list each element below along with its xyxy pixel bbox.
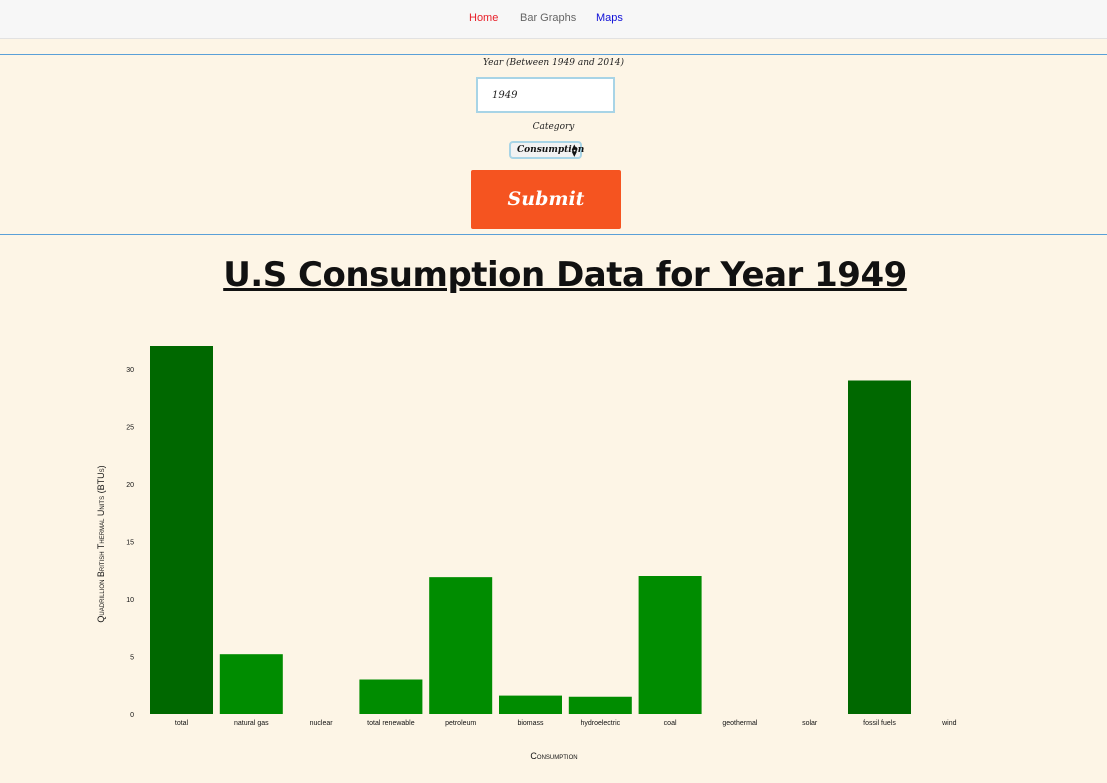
nav-link-home[interactable]: Home (469, 12, 499, 24)
bar-hydroelectric (568, 696, 632, 714)
y-tick-label: 25 (126, 425, 134, 432)
category-label: Category (532, 122, 575, 132)
y-axis-label: Quadrillion British Thermal Units (BTUs) (96, 465, 106, 622)
year-label: Year (Between 1949 and 2014) (482, 58, 625, 68)
x-tick-label: total renewable (367, 720, 415, 727)
x-tick-label: coal (664, 720, 677, 727)
x-tick-label: hydroelectric (580, 720, 620, 727)
x-tick-label: petroleum (445, 720, 476, 727)
bar-coal (638, 576, 702, 714)
bar-total-renewable (359, 679, 423, 714)
x-tick-label: natural gas (234, 720, 269, 727)
chart-title: U.S Consumption Data for Year 1949 (223, 255, 907, 295)
y-tick-label: 5 (130, 655, 134, 662)
x-axis-label: Consumption (530, 751, 577, 761)
nav-link-maps[interactable]: Maps (596, 12, 623, 24)
x-tick-label: wind (941, 720, 957, 727)
bar-petroleum (429, 577, 493, 714)
x-tick-label: total (175, 720, 189, 727)
x-tick-label: geothermal (722, 720, 757, 727)
top-navigation: Home Bar Graphs Maps (0, 0, 1107, 39)
y-tick-label: 0 (130, 712, 134, 719)
select-arrows-icon: ▲ ▼ (571, 142, 577, 158)
category-select-value: Consumption (517, 145, 585, 155)
category-select[interactable]: Consumption ▲ ▼ (509, 141, 585, 159)
y-tick-label: 20 (126, 482, 134, 489)
query-form: Year (Between 1949 and 2014) Category Co… (0, 54, 1107, 235)
x-axis-ticks: total natural gas nuclear total renewable pe… (175, 720, 957, 727)
bar-natural-gas (219, 654, 283, 714)
y-tick-label: 10 (126, 597, 134, 604)
nav-link-bar-graphs[interactable]: Bar Graphs (520, 12, 577, 24)
x-tick-label: fossil fuels (863, 720, 896, 727)
y-axis-ticks: 0 5 10 15 20 25 30 (126, 367, 134, 719)
bar-biomass (499, 695, 562, 714)
submit-button[interactable]: Submit (471, 170, 621, 229)
y-tick-label: 30 (126, 367, 134, 374)
bars-group (150, 346, 911, 714)
x-tick-label: biomass (517, 720, 544, 727)
x-tick-label: solar (802, 720, 818, 727)
bar-total (150, 346, 213, 714)
year-input[interactable] (476, 77, 615, 113)
y-tick-label: 15 (126, 540, 134, 547)
x-tick-label: nuclear (310, 720, 334, 727)
bar-fossil-fuels (848, 380, 911, 714)
